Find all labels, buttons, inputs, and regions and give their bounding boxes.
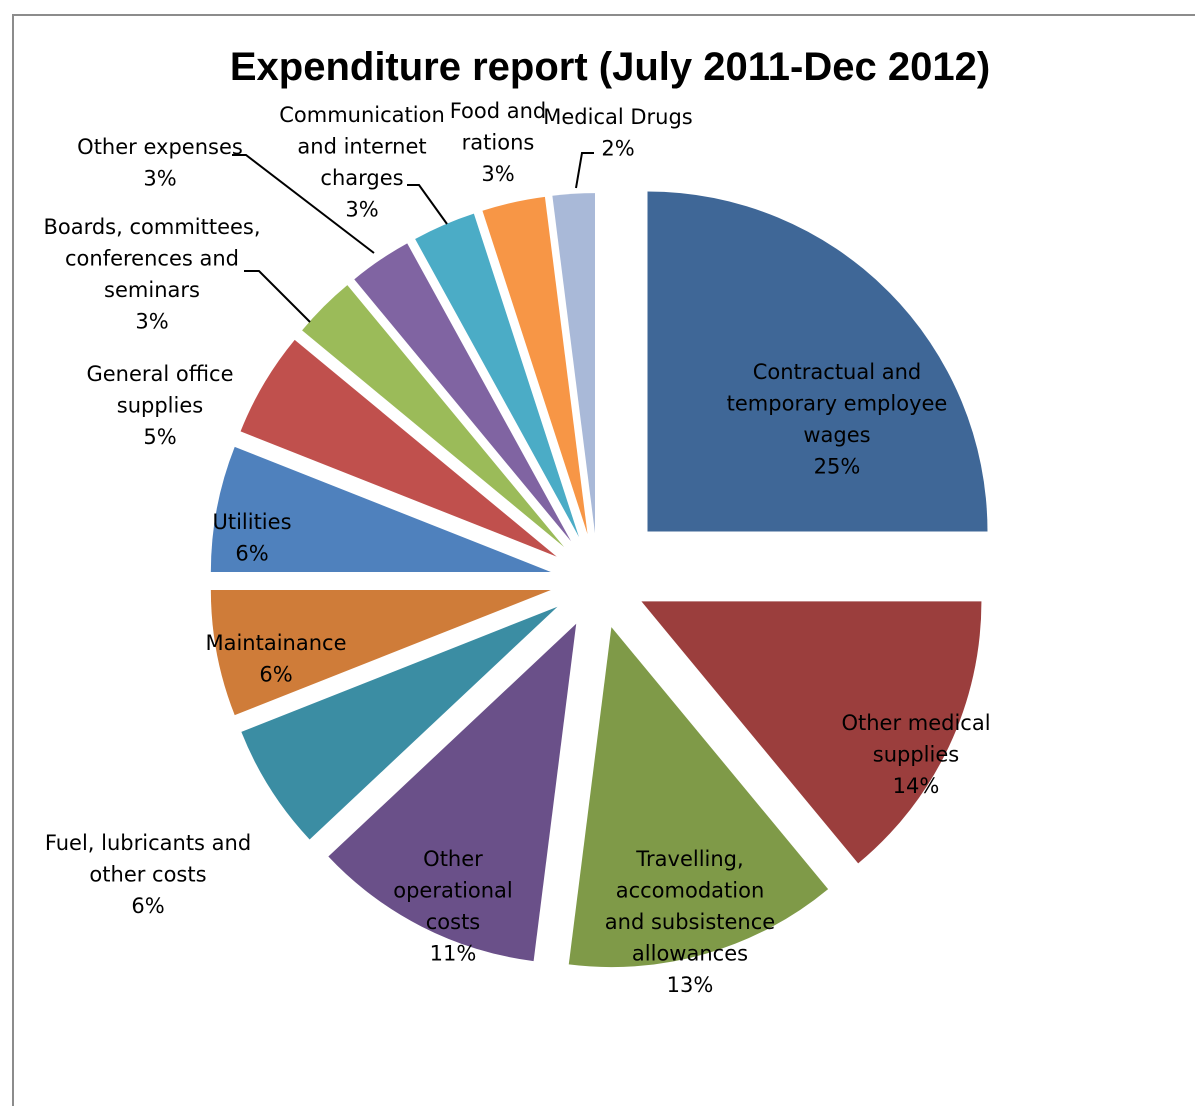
slice-name-label-1: temporary employee xyxy=(727,392,948,416)
slice-value-label-13: 2% xyxy=(601,137,634,161)
slice-label-11: Communication and internet charges 3% xyxy=(279,103,445,222)
slice-value-label-2: 14% xyxy=(893,774,940,798)
slice-name-label-9: conferences and xyxy=(65,247,239,271)
slice-label-9: Boards, committees, conferences and semina… xyxy=(43,215,260,334)
leader-lines xyxy=(232,152,594,323)
slice-name-label-13: Medical Drugs xyxy=(543,105,693,129)
slice-name-label-2: Other medical xyxy=(841,711,990,735)
slice-name-label-12: rations xyxy=(462,131,535,155)
pie-slice-8 xyxy=(240,339,557,557)
slice-label-7: Utilities 6% xyxy=(212,510,291,566)
pie-slice-11 xyxy=(415,213,579,537)
slice-label-2: Other medical supplies 14% xyxy=(841,711,990,798)
slice-value-label-4: 11% xyxy=(430,942,477,966)
slice-name-label-7: Utilities xyxy=(212,510,291,534)
pie-slice-1 xyxy=(647,191,988,532)
slice-value-label-5: 6% xyxy=(131,894,164,918)
slice-value-label-11: 3% xyxy=(345,198,378,222)
slice-value-label-10: 3% xyxy=(143,167,176,191)
pie-slice-4 xyxy=(328,623,577,962)
slice-name-label-3: and subsistence xyxy=(605,910,775,934)
slice-name-label-2: supplies xyxy=(873,743,959,767)
slice-value-label-1: 25% xyxy=(814,455,861,479)
slice-value-label-8: 5% xyxy=(143,425,176,449)
slice-name-label-1: wages xyxy=(803,423,870,447)
slice-labels: Contractual and temporary employee wages 25… xyxy=(43,99,990,997)
slice-name-label-10: Other expenses xyxy=(77,135,243,159)
slice-value-label-3: 13% xyxy=(667,973,714,997)
pie-chart: Expenditure report (July 2011-Dec 2012) … xyxy=(43,45,990,997)
slice-name-label-3: accomodation xyxy=(616,879,765,903)
slice-label-3: Travelling, accomodation and subsistence al… xyxy=(605,847,775,997)
pie-slices xyxy=(210,191,988,968)
slice-label-4: Other operational costs 11% xyxy=(393,847,513,966)
slice-value-label-6: 6% xyxy=(259,663,292,687)
slice-label-13: Medical Drugs 2% xyxy=(543,105,693,161)
slice-value-label-9: 3% xyxy=(135,310,168,334)
slice-name-label-11: charges xyxy=(320,166,403,190)
slice-name-label-9: seminars xyxy=(104,278,200,302)
pie-slice-9 xyxy=(302,285,565,548)
pie-slice-13 xyxy=(552,193,595,534)
slice-label-1: Contractual and temporary employee wages 25… xyxy=(727,360,948,479)
slice-label-6: Maintainance 6% xyxy=(205,631,346,687)
slice-name-label-6: Maintainance xyxy=(205,631,346,655)
slice-name-label-5: other costs xyxy=(89,863,206,887)
pie-slice-3 xyxy=(568,627,829,968)
chart-frame: Expenditure report (July 2011-Dec 2012) … xyxy=(12,14,1195,1106)
slice-name-label-4: Other xyxy=(423,847,483,871)
slice-name-label-4: operational xyxy=(393,879,513,903)
pie-slice-2 xyxy=(641,601,982,864)
leader-line-9 xyxy=(244,270,311,323)
pie-slice-7 xyxy=(210,446,551,573)
slice-value-label-12: 3% xyxy=(481,162,514,186)
leader-line-10 xyxy=(232,154,375,254)
slice-name-label-1: Contractual and xyxy=(753,360,922,384)
slice-name-label-3: allowances xyxy=(632,942,748,966)
slice-name-label-11: and internet xyxy=(297,135,426,159)
slice-label-8: General office supplies 5% xyxy=(86,362,233,449)
slice-name-label-8: General office xyxy=(86,362,233,386)
slice-label-10: Other expenses 3% xyxy=(77,135,243,191)
slice-name-label-8: supplies xyxy=(117,394,203,418)
leader-line-11 xyxy=(407,184,448,225)
slice-name-label-9: Boards, committees, xyxy=(43,215,260,239)
slice-value-label-7: 6% xyxy=(235,542,268,566)
slice-label-12: Food and rations 3% xyxy=(450,99,547,186)
pie-slice-6 xyxy=(210,589,551,716)
slice-name-label-3: Travelling, xyxy=(635,847,743,871)
slice-name-label-5: Fuel, lubricants and xyxy=(45,831,251,855)
slice-name-label-12: Food and xyxy=(450,99,547,123)
pie-slice-10 xyxy=(354,243,572,542)
slice-label-5: Fuel, lubricants and other costs 6% xyxy=(45,831,251,918)
slice-name-label-4: costs xyxy=(426,910,481,934)
pie-slice-5 xyxy=(241,606,558,840)
pie-slice-12 xyxy=(482,196,588,535)
chart-title: Expenditure report (July 2011-Dec 2012) xyxy=(230,45,990,89)
leader-line-13 xyxy=(575,152,594,189)
slice-name-label-11: Communication xyxy=(279,103,445,127)
